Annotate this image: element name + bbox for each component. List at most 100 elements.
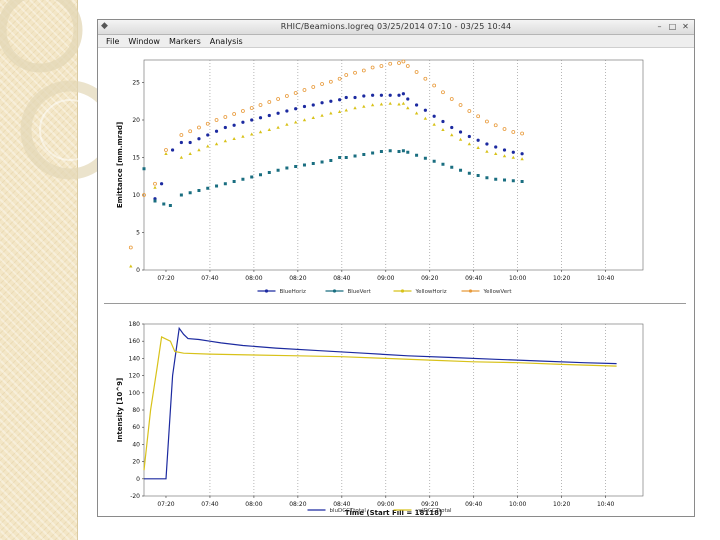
y-tick-label-5: 25 — [132, 80, 140, 87]
point-BlueVert-33 — [423, 156, 427, 160]
point-BlueHoriz-39 — [485, 142, 489, 146]
point-BlueHoriz-12 — [258, 116, 263, 120]
point-YellowVert-1 — [142, 193, 146, 197]
title-bar[interactable]: ◆ RHIC/Beamions.logreq 03/25/2014 07:10 … — [98, 20, 694, 35]
point-BlueVert-34 — [432, 159, 436, 163]
point-BlueHoriz-9 — [232, 123, 236, 127]
point-BlueVert-4 — [179, 193, 183, 197]
app-icon[interactable]: ◆ — [101, 21, 108, 31]
point-YellowHoriz-17 — [302, 118, 307, 122]
x-tick-label-3: 08:20 — [289, 275, 306, 282]
point-YellowHoriz-40 — [494, 151, 498, 156]
y-tick-label-6: 100 — [129, 390, 141, 397]
point-YellowVert-16 — [284, 94, 289, 98]
point-YellowHoriz-38 — [476, 145, 480, 150]
point-YellowVert-24 — [353, 70, 357, 75]
x-tick-label-5: 09:00 — [377, 501, 394, 508]
menu-window[interactable]: Window — [128, 36, 160, 46]
x-tick-label-4: 08:40 — [333, 275, 350, 282]
x-tick-label-9: 10:20 — [553, 275, 570, 282]
point-YellowVert-27 — [379, 64, 384, 68]
point-YellowHoriz-1 — [153, 185, 157, 189]
point-BlueHoriz-3 — [179, 140, 183, 145]
x-tick-label-7: 09:40 — [465, 275, 482, 282]
point-YellowVert-38 — [467, 109, 472, 113]
point-YellowHoriz-11 — [250, 132, 254, 136]
point-YellowVert-6 — [197, 125, 201, 130]
point-BlueVert-7 — [206, 186, 210, 190]
point-BlueHoriz-37 — [467, 134, 471, 139]
point-YellowVert-41 — [493, 123, 498, 128]
point-YellowHoriz-5 — [197, 148, 201, 152]
menu-file[interactable]: File — [106, 36, 120, 46]
point-YellowVert-0 — [128, 245, 133, 250]
point-YellowHoriz-35 — [450, 133, 454, 137]
point-BlueVert-42 — [503, 178, 507, 182]
legend-marker-YellowVert — [468, 289, 473, 293]
intensity-chart[interactable]: -20 0 20 40 60 80 100 120 140 160 180 07:20 07:40 08:… — [98, 304, 696, 516]
point-YellowVert-17 — [293, 91, 298, 95]
menu-analysis[interactable]: Analysis — [209, 36, 243, 46]
point-YellowVert-2 — [153, 181, 157, 186]
point-YellowVert-43 — [511, 130, 516, 134]
series-line-bluDCCTtotal — [144, 326, 617, 480]
point-YellowHoriz-30 — [406, 106, 410, 110]
point-YellowVert-15 — [276, 97, 280, 101]
legend-label-yelDCCTtotal: yelDCCTtotal — [416, 508, 452, 514]
point-BlueVert-10 — [232, 180, 236, 183]
menu-markers[interactable]: Markers — [168, 36, 201, 46]
y-tick-label-7: 120 — [129, 373, 141, 380]
emittance-chart[interactable]: 0 5 10 15 20 25 07:20 07:40 08:00 08:20 08:40 09:00… — [98, 48, 696, 298]
app-window: ◆ RHIC/Beamions.logreq 03/25/2014 07:10 … — [97, 19, 695, 517]
point-YellowHoriz-18 — [311, 115, 315, 120]
point-YellowVert-34 — [432, 83, 437, 88]
point-YellowVert-5 — [188, 129, 193, 134]
y-tick-label-1: 5 — [136, 230, 140, 237]
point-YellowVert-7 — [205, 121, 210, 126]
point-BlueHoriz-8 — [223, 125, 227, 130]
point-BlueVert-44 — [520, 180, 524, 183]
point-BlueVert-0 — [142, 167, 146, 171]
point-BlueHoriz-31 — [414, 103, 419, 107]
point-YellowHoriz-25 — [370, 103, 375, 107]
y-tick-label-4: 20 — [132, 117, 140, 124]
close-icon[interactable]: ✕ — [682, 22, 689, 31]
point-YellowVert-25 — [361, 68, 366, 73]
point-BlueHoriz-5 — [197, 137, 201, 141]
point-BlueHoriz-38 — [476, 138, 480, 142]
y-axis-title: Intensity [10^9] — [116, 378, 124, 442]
point-BlueVert-36 — [450, 165, 454, 169]
point-BlueVert-32 — [415, 153, 419, 157]
point-YellowHoriz-3 — [179, 155, 184, 159]
point-BlueVert-24 — [353, 154, 357, 158]
point-YellowHoriz-32 — [423, 116, 428, 120]
maximize-icon[interactable]: □ — [668, 22, 677, 31]
point-YellowHoriz-7 — [214, 142, 219, 146]
x-tick-label-4: 08:40 — [333, 501, 350, 508]
x-tick-label-2: 08:00 — [245, 275, 262, 282]
point-YellowVert-30 — [401, 59, 406, 64]
point-YellowHoriz-9 — [232, 136, 236, 141]
point-BlueHoriz-41 — [502, 148, 507, 152]
point-BlueHoriz-26 — [379, 93, 384, 97]
point-BlueVert-30 — [401, 149, 405, 153]
point-BlueVert-41 — [494, 177, 498, 181]
point-YellowHoriz-33 — [432, 122, 436, 126]
plot-divider — [104, 303, 686, 304]
legend-marker-BlueHoriz — [264, 289, 269, 293]
point-BlueVert-8 — [215, 184, 219, 188]
point-YellowHoriz-36 — [458, 137, 463, 141]
point-YellowVert-11 — [241, 109, 245, 113]
point-YellowVert-22 — [337, 76, 342, 81]
point-BlueVert-3 — [168, 204, 172, 207]
point-BlueHoriz-17 — [302, 104, 307, 109]
point-BlueVert-35 — [441, 162, 445, 166]
point-YellowHoriz-4 — [188, 151, 192, 156]
x-tick-label-8: 10:00 — [509, 501, 526, 508]
x-tick-label-6: 09:20 — [421, 275, 438, 282]
point-YellowVert-37 — [458, 103, 463, 107]
minimize-icon[interactable]: – — [657, 22, 662, 31]
point-YellowHoriz-20 — [329, 111, 333, 115]
point-YellowVert-13 — [258, 103, 263, 107]
x-tick-label-5: 09:00 — [377, 275, 394, 282]
